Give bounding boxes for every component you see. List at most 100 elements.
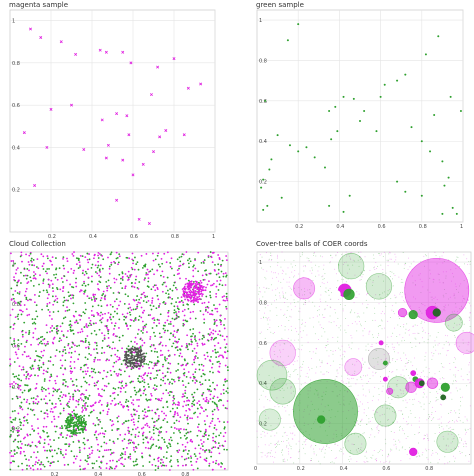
- cloud-point: [206, 351, 209, 354]
- cloud-point: [42, 361, 45, 364]
- cloud-point: [215, 324, 218, 327]
- background-point: [468, 460, 470, 462]
- cloud-point: [196, 402, 199, 405]
- background-point: [262, 452, 264, 454]
- background-point: [355, 383, 357, 385]
- cloud-point: [217, 463, 220, 465]
- cluster-point: [184, 283, 187, 286]
- cluster-point: [133, 346, 136, 349]
- data-point: [342, 95, 345, 98]
- cloud-point: [166, 289, 169, 292]
- cloud-point: [106, 285, 108, 288]
- background-point: [426, 457, 428, 459]
- cluster-point: [77, 416, 80, 418]
- cloud-point: [157, 447, 160, 449]
- cloud-point: [32, 397, 35, 399]
- cloud-point: [156, 374, 159, 376]
- background-point: [462, 330, 464, 332]
- cloud-point: [142, 291, 145, 294]
- data-point: [115, 198, 119, 202]
- background-point: [416, 325, 418, 327]
- cloud-point: [114, 335, 117, 338]
- cloud-point: [178, 429, 180, 432]
- cloud-point: [161, 353, 164, 356]
- cloud-point: [182, 304, 185, 306]
- background-point: [419, 402, 421, 404]
- cloud-point: [38, 359, 41, 362]
- background-point: [304, 265, 306, 267]
- background-point: [468, 350, 470, 352]
- background-point: [461, 396, 463, 398]
- cloud-point: [86, 405, 89, 408]
- cloud-point: [142, 374, 145, 377]
- background-point: [345, 251, 347, 253]
- cloud-point: [214, 351, 217, 354]
- cloud-point: [225, 295, 228, 298]
- cloud-point: [199, 456, 202, 459]
- cloud-point: [105, 449, 108, 452]
- background-point: [382, 449, 384, 451]
- cloud-point: [149, 304, 152, 307]
- background-point: [319, 285, 321, 287]
- background-point: [443, 305, 445, 307]
- background-point: [454, 366, 456, 368]
- background-point: [393, 444, 395, 446]
- cloud-point: [25, 288, 28, 290]
- background-point: [459, 420, 461, 422]
- background-point: [441, 319, 443, 321]
- cloud-point: [59, 359, 62, 362]
- cloud-point: [88, 453, 91, 456]
- cloud-point: [50, 373, 53, 376]
- cloud-point: [30, 397, 33, 400]
- cloud-point: [56, 375, 59, 378]
- cloud-point: [11, 382, 13, 385]
- cloud-point: [93, 382, 96, 385]
- cloud-point: [152, 426, 155, 429]
- cloud-point: [72, 398, 75, 401]
- cloud-point: [214, 307, 217, 310]
- cloud-point: [29, 408, 32, 411]
- cloud-point: [73, 360, 76, 363]
- cloud-point: [81, 272, 84, 275]
- cloud-point: [144, 296, 147, 298]
- background-point: [368, 437, 370, 439]
- cloud-point: [88, 258, 91, 261]
- background-point: [433, 417, 435, 419]
- cloud-point: [192, 400, 194, 403]
- background-point: [347, 374, 349, 376]
- cloud-point: [143, 362, 146, 365]
- background-point: [348, 268, 350, 270]
- cluster-point: [185, 287, 187, 290]
- background-point: [282, 440, 284, 442]
- background-point: [381, 320, 383, 322]
- background-point: [315, 255, 317, 257]
- background-point: [324, 317, 326, 319]
- background-point: [429, 292, 431, 294]
- background-point: [301, 366, 303, 368]
- cloud-point: [144, 277, 146, 280]
- cloud-point: [160, 448, 163, 450]
- cluster-point: [69, 422, 72, 424]
- cloud-point: [117, 358, 120, 361]
- cloud-point: [19, 421, 22, 424]
- background-point: [378, 303, 380, 305]
- cloud-point: [102, 293, 105, 295]
- background-point: [372, 409, 374, 411]
- cloud-point: [107, 332, 110, 335]
- cloud-point: [148, 454, 151, 457]
- cloud-point: [35, 387, 38, 389]
- cloud-point: [127, 328, 130, 330]
- cloud-point: [16, 377, 19, 380]
- background-point: [460, 318, 462, 320]
- cloud-point: [124, 451, 127, 453]
- cloud-point: [194, 267, 197, 270]
- cloud-point: [162, 456, 165, 458]
- cloud-point: [197, 444, 200, 447]
- cloud-point: [17, 383, 19, 386]
- background-point: [393, 313, 395, 315]
- cloud-point: [176, 449, 179, 452]
- cloud-point: [40, 356, 43, 359]
- background-point: [348, 378, 350, 380]
- background-point: [447, 433, 449, 435]
